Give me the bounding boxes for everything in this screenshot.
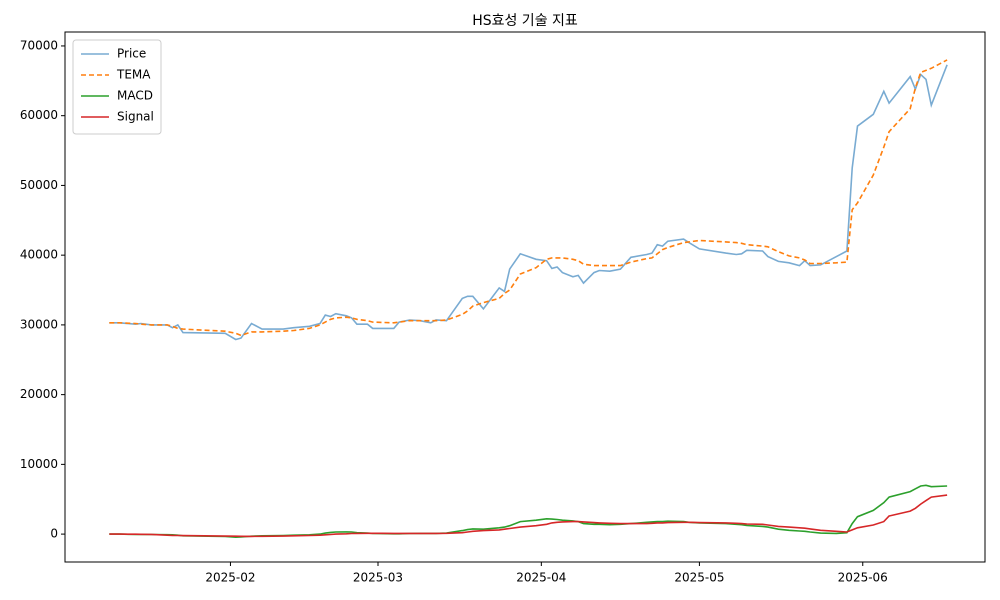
legend-box: [72, 39, 162, 135]
legend-label: TEMA: [116, 68, 151, 82]
legend-label: Price: [117, 47, 146, 61]
x-tick-label: 2025-02: [205, 571, 255, 585]
y-tick-label: 70000: [20, 38, 58, 52]
y-tick-label: 50000: [20, 178, 58, 192]
series-line: [109, 59, 948, 337]
legend-label: Signal: [117, 110, 154, 124]
y-tick-label: 20000: [20, 387, 58, 401]
y-tick-label: 30000: [20, 317, 58, 331]
x-tick-label: 2025-06: [838, 571, 888, 585]
series-line: [109, 494, 948, 538]
series-line: [109, 64, 948, 341]
y-tick-label: 60000: [20, 108, 58, 122]
x-tick-label: 2025-05: [674, 571, 724, 585]
x-tick-label: 2025-03: [353, 571, 403, 585]
y-tick-label: 0: [50, 527, 58, 541]
plot-frame: [64, 31, 986, 563]
y-tick-label: 10000: [20, 457, 58, 471]
chart-title: HS효성 기술 지표: [472, 13, 578, 29]
x-tick-label: 2025-04: [516, 571, 566, 585]
y-tick-label: 40000: [20, 248, 58, 262]
legend-label: MACD: [117, 89, 153, 103]
